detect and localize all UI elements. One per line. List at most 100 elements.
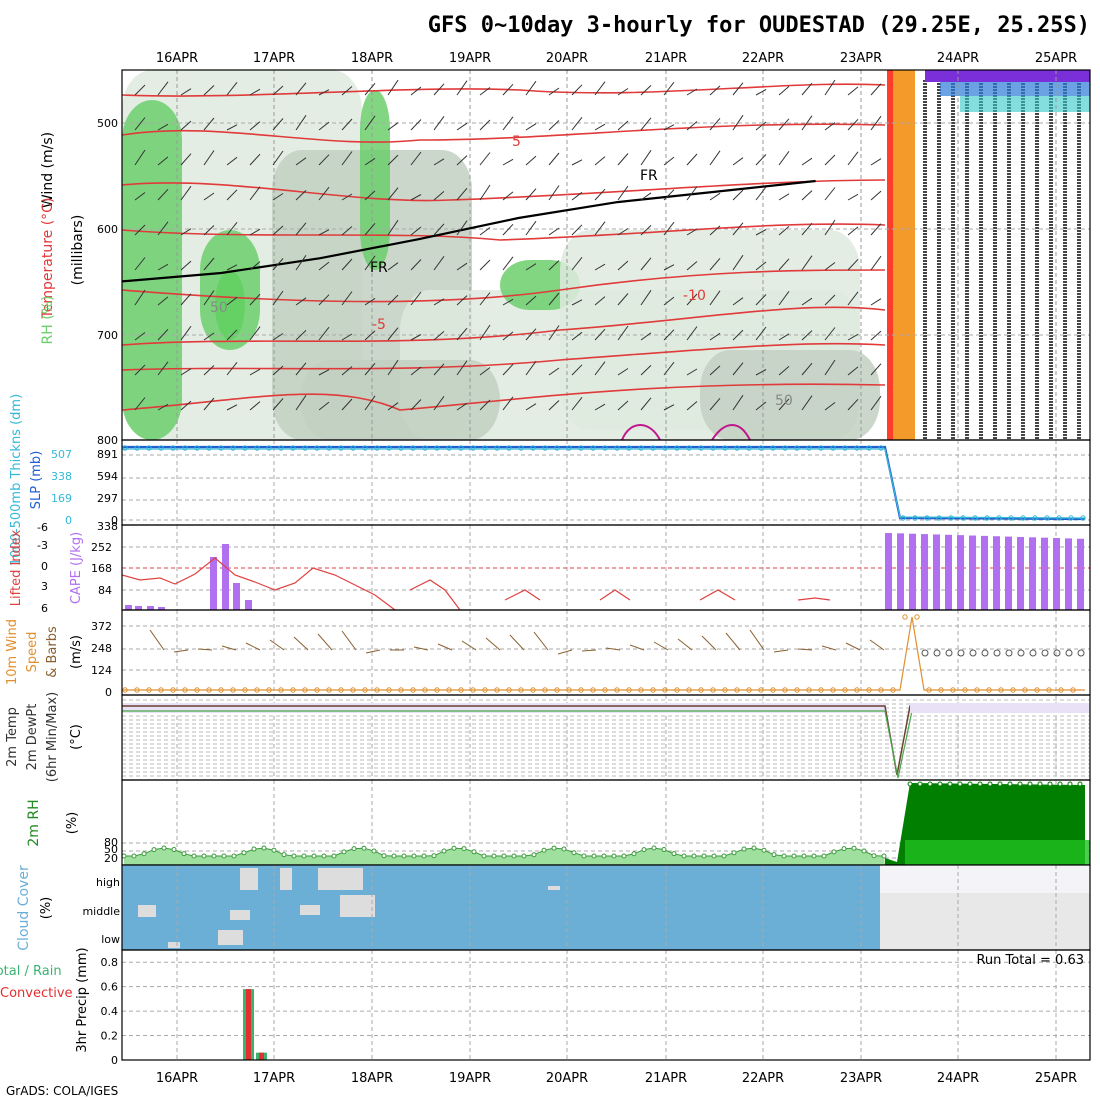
rh2m-point bbox=[1007, 781, 1013, 787]
cloud-level-label: low bbox=[101, 933, 120, 946]
wind-barb bbox=[640, 117, 652, 131]
wind-barb bbox=[410, 366, 422, 376]
wind-barb bbox=[525, 263, 537, 271]
wind-barb bbox=[502, 83, 514, 96]
wind-barb bbox=[433, 190, 445, 201]
slp-tick: 297 bbox=[97, 492, 118, 505]
wind-barb bbox=[548, 260, 560, 271]
wind-barb bbox=[341, 333, 353, 341]
cloud-gap bbox=[168, 942, 180, 948]
wind-barb bbox=[557, 649, 573, 655]
wind-barb bbox=[509, 634, 525, 651]
wind-barb bbox=[870, 330, 882, 341]
wind-barb bbox=[157, 156, 169, 166]
wind-barb bbox=[686, 293, 698, 306]
thickness-point bbox=[1044, 515, 1050, 521]
thickness-point bbox=[806, 445, 812, 451]
ylabel-cape: CAPE (J/kg) bbox=[69, 532, 84, 604]
wind-barb bbox=[341, 258, 353, 271]
rh2m-point bbox=[211, 853, 217, 859]
wind-barb bbox=[502, 298, 514, 306]
wind-barb bbox=[594, 296, 606, 306]
credit-label: GrADS: COLA/IGES bbox=[6, 1084, 118, 1098]
wind-barb bbox=[387, 154, 399, 166]
wind-barb bbox=[134, 192, 146, 201]
rh2m-point bbox=[771, 852, 777, 858]
thickness-point bbox=[924, 515, 930, 521]
wind-barb bbox=[548, 227, 560, 236]
thickness-point bbox=[230, 445, 236, 451]
wind-barb bbox=[801, 190, 813, 201]
wind-barb bbox=[663, 264, 675, 271]
rh2m-point bbox=[281, 852, 287, 858]
thickness-point bbox=[1008, 515, 1014, 521]
date-label-top: 18APR bbox=[351, 51, 393, 66]
date-label-top: 22APR bbox=[742, 51, 784, 66]
wind-barb bbox=[548, 400, 560, 411]
rh2m-point bbox=[947, 781, 953, 787]
rh2m-point bbox=[481, 853, 487, 859]
wind-barb bbox=[221, 645, 237, 651]
thickness-point bbox=[996, 515, 1002, 521]
wind-barb bbox=[272, 258, 284, 271]
wind-barb bbox=[249, 153, 261, 166]
wind-barb bbox=[870, 363, 882, 376]
date-label-bottom: 19APR bbox=[449, 1071, 491, 1086]
rh2m-point bbox=[241, 850, 247, 856]
wind-barb bbox=[640, 397, 652, 411]
wind-barb bbox=[709, 192, 721, 201]
rh2m-point bbox=[271, 847, 277, 853]
wind-barb bbox=[364, 83, 376, 96]
wind-barb bbox=[617, 88, 629, 96]
rh2m-point bbox=[161, 845, 167, 851]
rh2m-point bbox=[621, 853, 627, 859]
wind-barb bbox=[295, 297, 307, 306]
rh2m-point bbox=[461, 846, 467, 852]
thickness-point bbox=[566, 445, 572, 451]
wind-barb bbox=[686, 326, 698, 341]
wind-barb bbox=[249, 228, 261, 236]
thickness-tick: 0 bbox=[65, 514, 72, 527]
thickness-point bbox=[542, 445, 548, 451]
ylabel-precip: 3hr Precip (mm) bbox=[75, 947, 90, 1052]
date-label-top: 19APR bbox=[449, 51, 491, 66]
rh2m-point bbox=[411, 853, 417, 859]
wind-barb bbox=[341, 291, 353, 306]
wind-barb bbox=[821, 645, 837, 651]
thickness-point bbox=[830, 445, 836, 451]
rh2m-point bbox=[541, 847, 547, 853]
thickness-point bbox=[948, 515, 954, 521]
cape-tick: 84 bbox=[98, 584, 112, 597]
thickness-tick: 338 bbox=[51, 470, 72, 483]
rh2m-point bbox=[1017, 781, 1023, 787]
temp-band bbox=[910, 703, 1090, 713]
rh2m-point bbox=[581, 853, 587, 859]
wind-barb bbox=[617, 293, 629, 306]
thickness-point bbox=[854, 445, 860, 451]
rh2m-point bbox=[927, 781, 933, 787]
wind-barb bbox=[709, 258, 721, 271]
wind-barb bbox=[847, 366, 859, 376]
slp-tick: 0 bbox=[111, 514, 118, 527]
wind-barb bbox=[479, 152, 491, 166]
wind-barb bbox=[629, 644, 645, 651]
wind-barb bbox=[461, 640, 477, 651]
precip-tick: 0.6 bbox=[101, 981, 119, 994]
slp-tick: 594 bbox=[97, 470, 118, 483]
wind-barb bbox=[341, 366, 353, 376]
rh2m-point bbox=[967, 781, 973, 787]
wind-barb bbox=[410, 291, 422, 306]
wind-barb bbox=[203, 117, 215, 131]
wind-barb bbox=[272, 225, 284, 236]
thickness-point bbox=[554, 445, 560, 451]
thickness-point bbox=[206, 445, 212, 451]
wind-barb bbox=[433, 158, 445, 166]
rh2m-point bbox=[997, 781, 1003, 787]
upper-ytick: 700 bbox=[97, 329, 118, 342]
wind-barb bbox=[548, 185, 560, 201]
thickness-point bbox=[614, 445, 620, 451]
wind-barb bbox=[318, 261, 330, 271]
slp-line bbox=[122, 445, 1086, 521]
ylabel-c: (°C) bbox=[69, 724, 84, 750]
wind-barb bbox=[387, 327, 399, 341]
